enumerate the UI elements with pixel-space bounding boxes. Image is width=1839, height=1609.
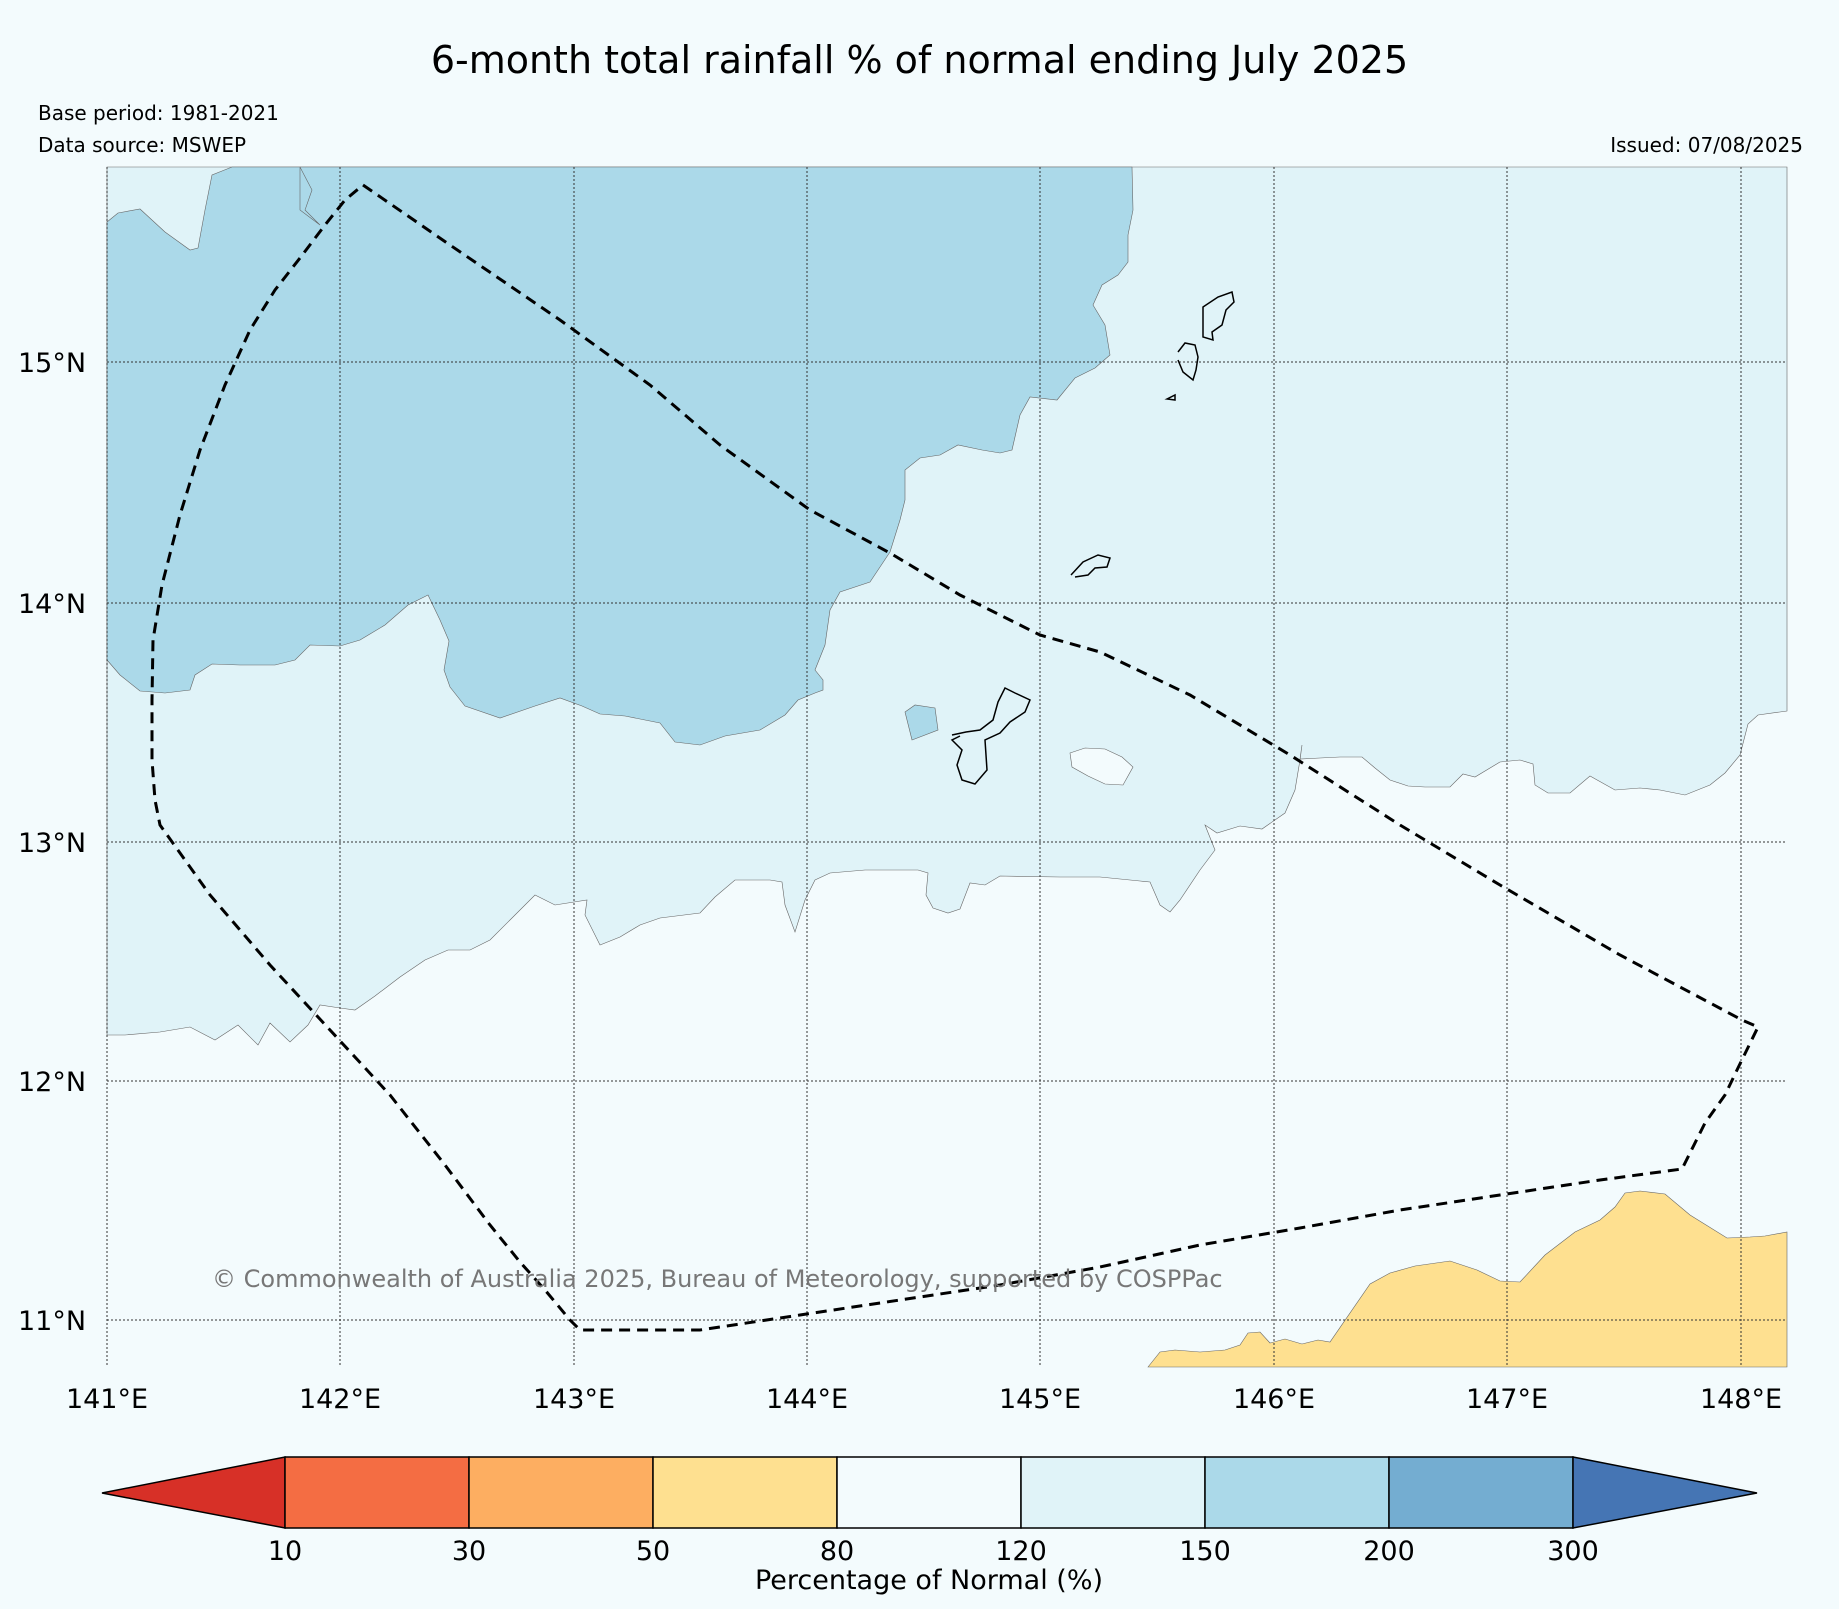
colorbar [101,1456,1758,1529]
lat-label-13n: 13°N [18,828,86,859]
colorbar-bin-50-80 [652,1456,838,1529]
lon-label-147e: 147°E [1466,1384,1548,1415]
colorbar-bin-150-200 [1204,1456,1390,1529]
colorbar-bin-10-30 [284,1456,470,1529]
lon-label-141e: 141°E [66,1384,148,1415]
colorbar-tick-80: 80 [820,1536,854,1567]
aguijan-island [1164,393,1176,401]
colorbar-tick-150: 150 [1179,1536,1231,1567]
lon-label-148e: 148°E [1700,1384,1782,1415]
rota-island [1070,554,1111,578]
colorbar-tick-50: 50 [636,1536,670,1567]
colorbar-label: Percentage of Normal (%) [755,1565,1103,1596]
lat-label-11n: 11°N [18,1306,86,1337]
region-150-200-patch [904,704,939,741]
lon-label-145e: 145°E [999,1384,1081,1415]
colorbar-ticks: 10 30 50 80 120 150 200 300 [268,1536,1599,1567]
map-title: 6-month total rainfall % of normal endin… [430,38,1409,82]
lon-label-144e: 144°E [766,1384,848,1415]
data-source-label: Data source: MSWEP [38,133,247,157]
region-50-80 [1147,1190,1788,1368]
lon-label-143e: 143°E [533,1384,615,1415]
copyright-note: © Commonwealth of Australia 2025, Bureau… [212,1265,1223,1293]
issued-date-label: Issued: 07/08/2025 [1610,133,1803,157]
lon-label-142e: 142°E [299,1384,381,1415]
colorbar-bin-200-300 [1388,1456,1574,1529]
colorbar-tick-120: 120 [995,1536,1047,1567]
lat-label-14n: 14°N [18,589,86,620]
colorbar-extend-low [101,1456,286,1529]
colorbar-bin-120-150 [1020,1456,1206,1529]
colorbar-extend-high [1572,1456,1758,1529]
region-80-120-patch [1069,747,1134,786]
region-150-200 [106,166,1134,746]
latitude-labels: 15°N 14°N 13°N 12°N 11°N [18,348,86,1337]
colorbar-bin-80-120 [836,1456,1022,1529]
eez-boundary [150,183,1761,1332]
lon-label-146e: 146°E [1233,1384,1315,1415]
colorbar-tick-10: 10 [268,1536,302,1567]
guam-island [950,686,1031,785]
colorbar-tick-200: 200 [1363,1536,1415,1567]
saipan-island [1202,291,1235,342]
graticule [106,167,1787,1367]
colorbar-bin-30-50 [468,1456,654,1529]
map-area [106,166,1788,1368]
longitude-labels: 141°E 142°E 143°E 144°E 145°E 146°E 147°… [66,1384,1782,1415]
colorbar-tick-30: 30 [452,1536,486,1567]
lat-label-12n: 12°N [18,1067,86,1098]
tinian-island [1177,342,1199,382]
colorbar-tick-300: 300 [1547,1536,1599,1567]
coastlines [950,291,1235,785]
base-period-label: Base period: 1981-2021 [38,101,279,125]
lat-label-15n: 15°N [18,348,86,379]
